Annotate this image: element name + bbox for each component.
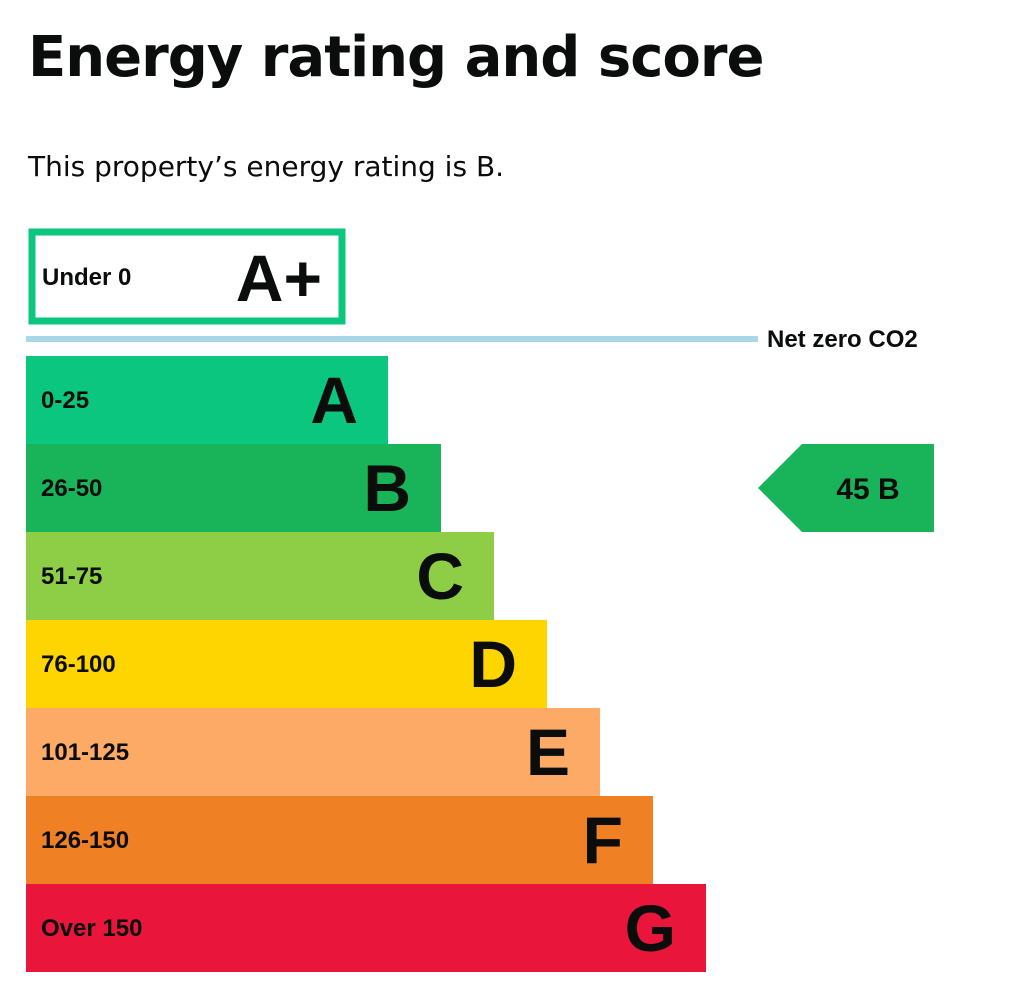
band-range-label: 0-25 bbox=[41, 387, 89, 414]
band-range-label: 26-50 bbox=[41, 475, 102, 502]
band-letter: A+ bbox=[236, 241, 322, 315]
band-letter: B bbox=[363, 451, 411, 525]
rating-bands: Under 0 A+0-25 A26-50 B51-75 C76-100 D101-125… bbox=[26, 228, 706, 972]
band-letter: G bbox=[625, 891, 676, 965]
band-f: 126-150 F bbox=[26, 796, 653, 884]
band-letter: C bbox=[416, 539, 464, 613]
band-letter: F bbox=[583, 803, 623, 877]
band-e-bar bbox=[26, 708, 600, 796]
band-d: 76-100 D bbox=[26, 620, 547, 708]
band-g: Over 150 G bbox=[26, 884, 706, 972]
band-range-label: Over 150 bbox=[41, 915, 142, 942]
band-c-bar bbox=[26, 532, 494, 620]
band-a-plus-box bbox=[28, 228, 346, 325]
net-zero-label: Net zero CO2 bbox=[767, 326, 918, 353]
band-letter: D bbox=[469, 627, 517, 701]
band-b-bar bbox=[26, 444, 441, 532]
page-title: Energy rating and score bbox=[28, 25, 764, 90]
current-rating-arrow bbox=[758, 444, 934, 532]
band-range-label: Under 0 bbox=[42, 264, 131, 291]
band-range-label: 76-100 bbox=[41, 651, 116, 678]
current-rating-indicator: 45 B bbox=[758, 444, 934, 532]
band-a-bar bbox=[26, 356, 388, 444]
band-d-bar bbox=[26, 620, 547, 708]
band-f-bar bbox=[26, 796, 653, 884]
band-letter: A bbox=[310, 363, 358, 437]
current-rating-label: 45 B bbox=[836, 473, 899, 506]
band-b: 26-50 B bbox=[26, 444, 441, 532]
band-range-label: 126-150 bbox=[41, 827, 129, 854]
band-range-label: 101-125 bbox=[41, 739, 129, 766]
band-letter: E bbox=[526, 715, 570, 789]
band-range-label: 51-75 bbox=[41, 563, 102, 590]
band-g-bar bbox=[26, 884, 706, 972]
band-a-plus: Under 0 A+ bbox=[28, 228, 346, 325]
rating-summary: This property’s energy rating is B. bbox=[28, 150, 505, 183]
net-zero-marker: Net zero CO2 bbox=[26, 326, 918, 353]
band-a: 0-25 A bbox=[26, 356, 388, 444]
band-c: 51-75 C bbox=[26, 532, 494, 620]
band-e: 101-125 E bbox=[26, 708, 600, 796]
